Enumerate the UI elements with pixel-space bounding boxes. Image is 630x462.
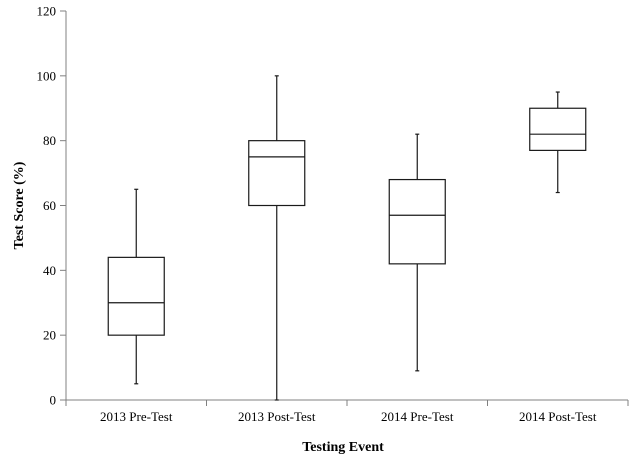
x-tick-label: 2013 Post-Test (238, 409, 316, 424)
box-iqr (107, 256, 165, 336)
x-axis-title: Testing Event (302, 440, 384, 455)
y-tick-label: 120 (37, 4, 57, 19)
box-2 (248, 75, 306, 401)
x-tick-label: 2014 Pre-Test (381, 409, 454, 424)
x-axis-ticks: 2013 Pre-Test 2013 Post-Test 2014 Pre-Test… (65, 400, 629, 424)
y-tick-label: 100 (37, 68, 57, 83)
box-1 (107, 188, 165, 385)
axes (65, 11, 628, 401)
y-axis-ticks: 0 20 40 60 80 100 120 (37, 4, 66, 408)
box-iqr (529, 107, 587, 151)
y-tick-label: 60 (43, 198, 56, 213)
box-4 (529, 91, 587, 194)
boxes (107, 75, 587, 401)
y-axis-title: Test Score (%) (12, 161, 27, 249)
x-tick-label: 2014 Post-Test (519, 409, 597, 424)
y-tick-label: 40 (43, 263, 56, 278)
box-iqr (388, 178, 446, 265)
x-tick-label: 2013 Pre-Test (100, 409, 173, 424)
y-tick-label: 0 (50, 393, 57, 408)
y-tick-label: 80 (43, 133, 56, 148)
y-tick-label: 20 (43, 328, 56, 343)
box-3 (388, 133, 446, 372)
box-iqr (248, 140, 306, 207)
